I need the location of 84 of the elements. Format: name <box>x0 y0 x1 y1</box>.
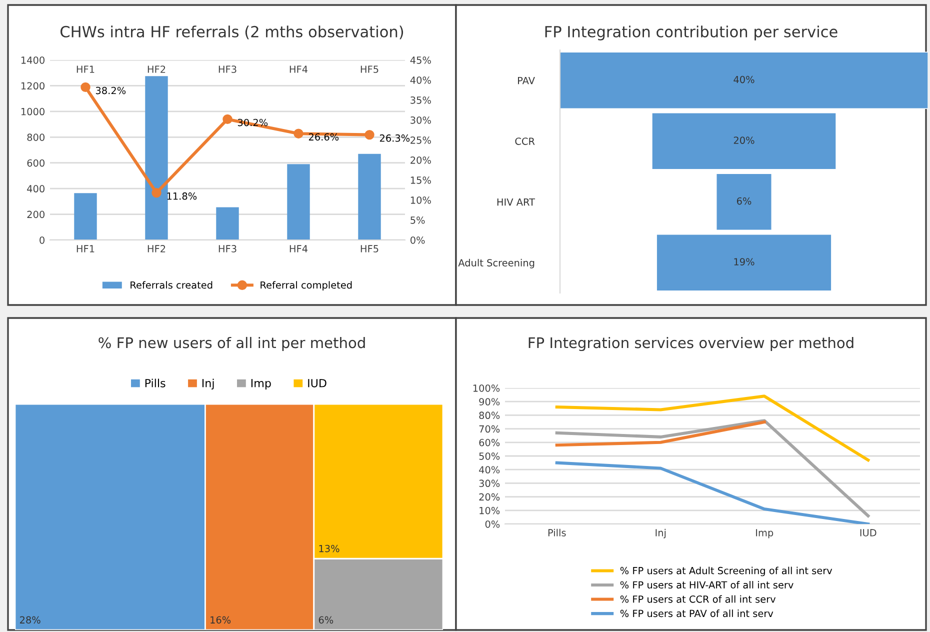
y-tick-label: 30% <box>479 480 500 488</box>
data-label: 38.2% <box>96 86 126 94</box>
y-tick-label: 600 <box>27 159 44 167</box>
y-tick-label: 1200 <box>21 82 44 90</box>
y-tick-label: 90% <box>479 398 500 406</box>
y-tick-label: 1400 <box>21 56 44 64</box>
category-label: IUD <box>308 379 326 388</box>
category-label: Inj <box>202 378 214 390</box>
category-label: PAV <box>518 76 535 84</box>
text: HF4 <box>290 245 308 252</box>
bar <box>74 193 97 240</box>
data-label: 20% <box>734 136 754 144</box>
x-tick-label: HF4 <box>290 66 308 73</box>
line-series <box>555 461 870 524</box>
x-tick-label: Inj <box>656 528 666 538</box>
y2-tick-label: 40% <box>410 76 431 84</box>
category-label: Pills <box>145 378 166 388</box>
text: HF2 <box>148 245 166 252</box>
y2-tick-label: 20% <box>410 156 431 164</box>
x-tick-label: HF3 <box>218 66 236 73</box>
y-tick-label: 800 <box>27 134 44 141</box>
y-tick-label: 60% <box>479 438 500 446</box>
data-label: 19% <box>734 258 754 266</box>
category-label: Adult Screening <box>458 258 534 268</box>
y-tick-label: 40% <box>479 466 500 474</box>
y-tick-label: 50% <box>479 452 500 460</box>
text: HF5 <box>360 245 378 252</box>
text: HF1 <box>76 245 94 252</box>
data-label: 13% <box>319 544 340 552</box>
x-tick-label: HF2 <box>148 66 166 73</box>
y2-tick-label: 15% <box>410 176 431 184</box>
y-tick-label: 100% <box>473 384 500 392</box>
y2-tick-label: 5% <box>410 216 425 224</box>
line-series <box>555 394 870 462</box>
text: % FP new users of all int per method <box>98 336 365 352</box>
x-tick-label: HF1 <box>76 66 94 73</box>
legend-label: % FP users at PAV of all int serv <box>620 610 774 618</box>
data-label: 28% <box>20 616 40 624</box>
y-tick-label: 200 <box>27 210 44 218</box>
y-tick-label: 80% <box>479 412 500 420</box>
data-label: 16% <box>210 616 231 624</box>
bar <box>216 207 239 240</box>
y2-tick-label: 10% <box>410 196 431 204</box>
legend-label: % FP users at CCR of all int serv <box>620 595 776 603</box>
legend-label: % FP users at HIV-ART of all int serv <box>620 581 794 589</box>
y2-tick-label: 0% <box>410 236 425 244</box>
category-label: HIV ART <box>497 198 536 206</box>
x-tick-label: Pills <box>548 528 566 536</box>
chart-title: FP Integration services overview per method <box>528 336 854 352</box>
y-tick-label: 20% <box>479 493 500 501</box>
point <box>152 188 162 198</box>
line-series <box>555 419 870 518</box>
bar <box>145 76 168 240</box>
bar <box>358 154 381 240</box>
bar <box>287 164 310 240</box>
data-label: 6% <box>736 197 752 205</box>
legend-label: Referrals created <box>130 281 212 289</box>
y-tick-label: 0 <box>40 236 44 244</box>
y-tick-label: 10% <box>480 506 500 514</box>
text: FP Integration contribution per service <box>545 26 838 40</box>
legend-label: % FP users at Adult Screening of all int serv <box>620 566 832 576</box>
x-tick-label: HF5 <box>360 66 378 73</box>
y2-tick-label: 30% <box>410 116 431 124</box>
x-tick-label: IUD <box>860 529 876 536</box>
y2-tick-label: 45% <box>410 56 431 64</box>
category-label: Imp <box>251 379 271 390</box>
chart-title: CHWs intra HF referrals (2 mths observation) <box>60 26 404 40</box>
legend-label: Referral completed <box>260 281 352 291</box>
data-label: 6% <box>318 616 334 624</box>
y-tick-label: 70% <box>479 425 500 433</box>
category-label: CCR <box>515 138 535 145</box>
y-tick-label: 1000 <box>21 108 44 116</box>
point <box>80 82 90 92</box>
data-label: 26.3% <box>380 134 410 142</box>
y-tick-label: 400 <box>27 185 44 192</box>
x-tick-label: Imp <box>756 529 774 538</box>
y-tick-label: 0% <box>485 520 500 528</box>
point <box>364 130 374 140</box>
text: HF3 <box>218 245 236 252</box>
y2-tick-label: 25% <box>410 136 431 144</box>
point <box>294 128 304 138</box>
point <box>222 114 232 124</box>
data-label: 40% <box>734 76 754 84</box>
y2-tick-label: 35% <box>410 96 431 104</box>
